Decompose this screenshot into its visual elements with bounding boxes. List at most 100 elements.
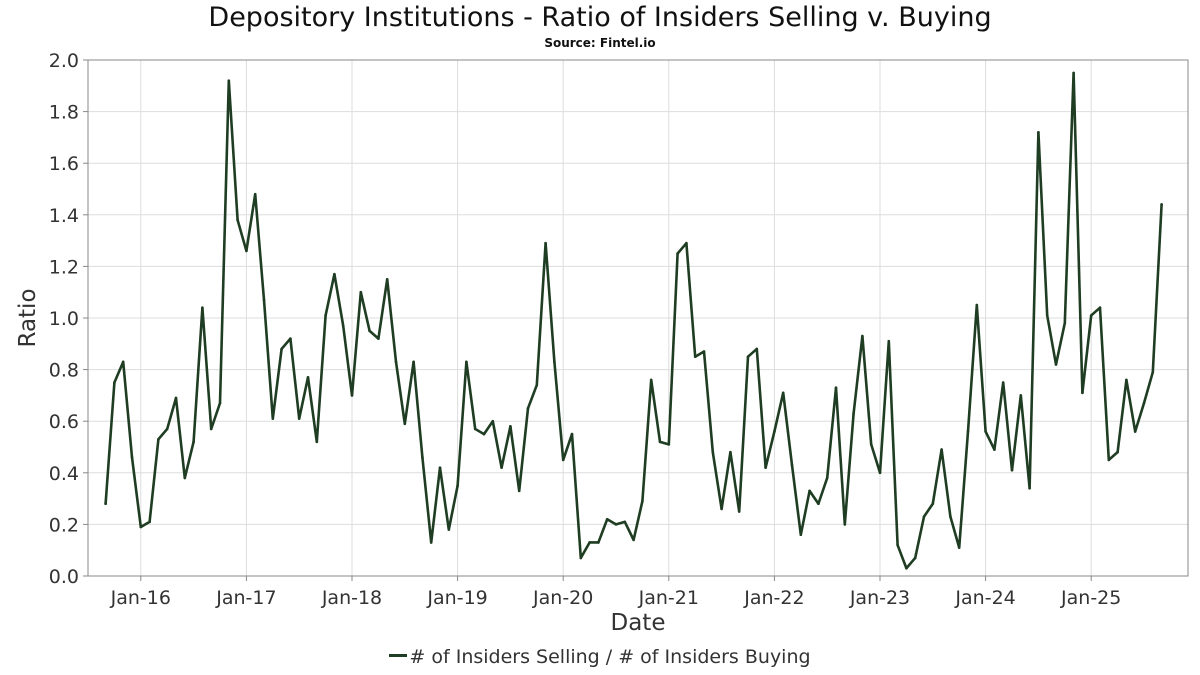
y-tick-label: 1.4	[49, 205, 79, 227]
data-point	[1072, 71, 1075, 75]
y-tick-label: 1.8	[49, 102, 79, 124]
data-point	[227, 79, 231, 82]
data-point	[377, 337, 380, 340]
data-point	[1089, 314, 1093, 317]
data-point	[940, 448, 943, 451]
x-tick-label: Jan-20	[532, 587, 593, 609]
data-point	[236, 218, 239, 222]
x-tick-label: Jan-25	[1060, 587, 1121, 609]
data-point	[1125, 378, 1128, 382]
data-point	[113, 381, 116, 384]
data-point	[121, 360, 125, 364]
data-point	[711, 450, 715, 454]
data-point	[570, 432, 574, 436]
data-point	[588, 541, 591, 544]
chart-legend: # of Insiders Selling / # of Insiders Bu…	[0, 646, 1200, 668]
data-point	[737, 510, 741, 513]
data-point	[262, 298, 266, 302]
data-point	[861, 334, 864, 338]
data-point	[869, 443, 873, 446]
y-tick-label: 2.0	[49, 50, 79, 72]
data-point	[808, 489, 811, 493]
data-point	[993, 448, 996, 451]
data-point	[843, 523, 847, 526]
x-tick-label: Jan-18	[321, 587, 382, 609]
y-tick-label: 1.2	[49, 256, 79, 278]
data-point	[790, 463, 794, 467]
legend-line-swatch	[389, 654, 408, 657]
data-point	[623, 520, 627, 524]
x-tick-label: Jan-19	[426, 587, 487, 609]
chart-title: Depository Institutions - Ratio of Insid…	[208, 2, 992, 33]
data-point	[1001, 381, 1005, 384]
data-point	[544, 241, 547, 245]
grid-lines	[88, 59, 1188, 577]
data-point	[526, 407, 530, 410]
legend-series-label: # of Insiders Selling / # of Insiders Bu…	[409, 646, 811, 668]
data-point	[746, 355, 750, 359]
data-point	[1160, 203, 1163, 206]
y-tick-label: 1.0	[49, 308, 79, 330]
data-point	[1063, 321, 1067, 325]
x-tick-label: Jan-24	[954, 587, 1015, 609]
data-point	[130, 456, 134, 459]
data-point	[509, 425, 512, 428]
series-line	[104, 71, 1163, 570]
data-point	[297, 417, 301, 420]
data-point	[773, 430, 776, 433]
data-point	[421, 456, 424, 459]
chart-subtitle: Source: Fintel.io	[544, 36, 656, 50]
data-point	[517, 489, 521, 493]
data-point	[183, 476, 187, 480]
data-point	[447, 528, 451, 531]
data-point	[693, 355, 697, 359]
data-point	[729, 450, 732, 454]
data-point	[905, 566, 908, 570]
data-point	[649, 378, 653, 382]
x-tick-label: Jan-21	[638, 587, 699, 609]
data-point	[148, 520, 151, 524]
data-point	[676, 252, 679, 255]
data-point	[1019, 394, 1023, 397]
data-point	[306, 376, 310, 379]
data-point	[579, 556, 583, 560]
data-point	[473, 427, 477, 431]
data-point	[253, 192, 257, 196]
data-point	[949, 515, 952, 518]
data-point	[491, 419, 495, 423]
data-point	[781, 391, 785, 395]
data-point	[1081, 391, 1084, 395]
x-tick-label: Jan-16	[110, 587, 171, 609]
data-point	[174, 396, 178, 400]
x-axis-ticks: Jan-16 Jan-17 Jan-18 Jan-19 Jan-20 Jan-21 Jan-…	[110, 576, 1121, 609]
data-point	[157, 437, 160, 441]
data-point	[192, 440, 195, 444]
data-point	[975, 303, 979, 307]
data-point	[245, 249, 248, 253]
data-point	[1151, 370, 1155, 374]
data-point	[165, 427, 169, 431]
y-tick-label: 0.6	[49, 411, 79, 433]
data-point	[922, 515, 926, 518]
data-point	[632, 538, 635, 542]
data-point	[878, 471, 882, 475]
y-tick-label: 0.8	[49, 360, 79, 382]
data-point	[438, 466, 442, 469]
data-point	[139, 525, 143, 529]
data-point	[315, 440, 319, 444]
data-point	[482, 432, 486, 436]
data-point	[1107, 458, 1111, 462]
data-point	[429, 541, 433, 544]
data-point	[597, 541, 600, 544]
data-point	[685, 241, 688, 245]
data-point	[394, 360, 398, 364]
data-point	[218, 401, 222, 405]
data-point	[271, 417, 275, 420]
data-point	[852, 412, 855, 415]
data-point	[1116, 450, 1119, 454]
data-point	[403, 422, 407, 426]
series-points	[104, 71, 1163, 570]
data-point	[913, 556, 917, 560]
data-point	[201, 306, 204, 309]
data-point	[350, 394, 354, 397]
